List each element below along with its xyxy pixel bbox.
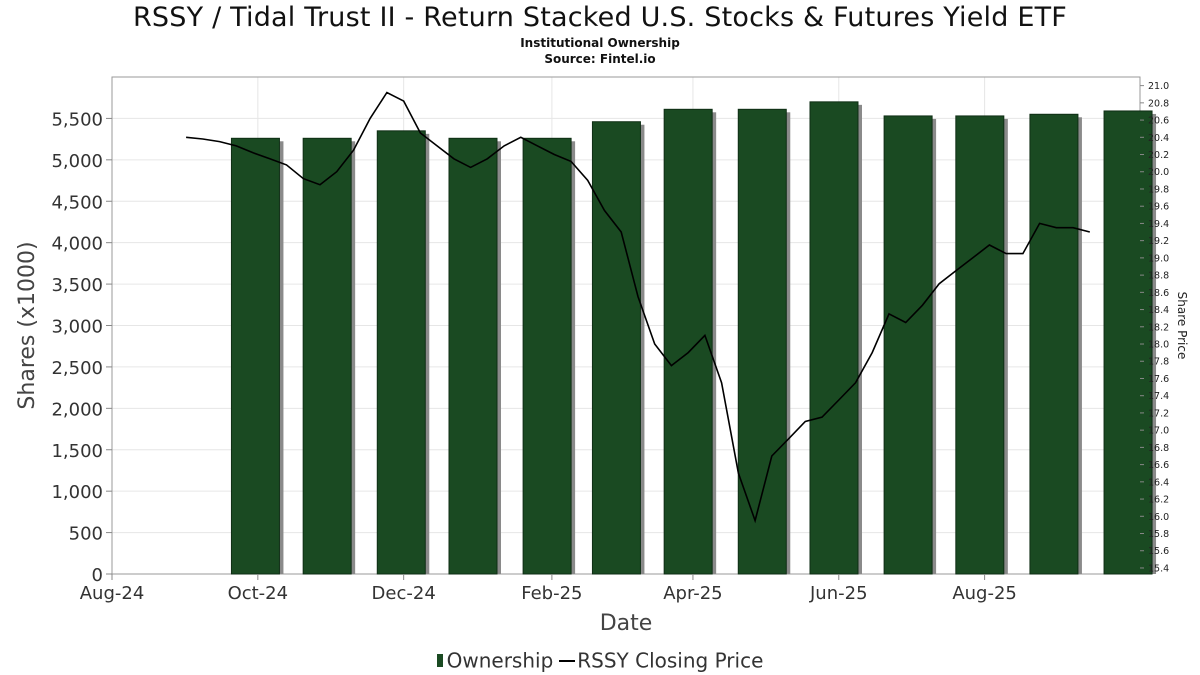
y2-tick-label: 16.4	[1148, 477, 1169, 488]
y2-tick-label: 19.6	[1148, 202, 1169, 213]
y2-tick-label: 16.6	[1148, 460, 1169, 471]
bar-ownership	[230, 137, 280, 575]
x-tick-label: Aug-25	[952, 583, 1017, 604]
y-tick-label: 3,500	[51, 275, 103, 296]
y2-tick-label: 20.6	[1148, 116, 1169, 127]
y2-tick-label: 21.0	[1148, 81, 1169, 92]
y2-tick-label: 16.0	[1148, 512, 1169, 523]
legend-label-ownership: Ownership	[446, 648, 554, 673]
y-axis-label: Shares (x1000)	[15, 241, 40, 409]
legend-swatch-ownership	[436, 654, 443, 667]
y2-tick-label: 18.8	[1148, 271, 1169, 282]
y2-tick-label: 15.8	[1148, 529, 1169, 540]
y2-tick-label: 20.4	[1148, 133, 1169, 144]
x-tick-label: Dec-24	[372, 583, 436, 604]
y2-tick-label: 20.8	[1148, 98, 1169, 109]
y2-tick-label: 16.2	[1148, 495, 1169, 506]
y2-tick-label: 20.2	[1148, 150, 1169, 161]
y-tick-label: 4,000	[51, 234, 103, 255]
bar-ownership	[448, 137, 498, 575]
y2-tick-label: 17.0	[1148, 426, 1169, 437]
bar-ownership	[591, 121, 641, 575]
y-tick-label: 0	[92, 565, 103, 586]
x-tick-label: Oct-24	[228, 583, 289, 604]
y2-tick-label: 15.4	[1148, 563, 1169, 574]
y2-tick-label: 18.0	[1148, 340, 1169, 351]
bar-ownership	[376, 130, 426, 575]
bar-ownership	[955, 115, 1005, 575]
y2-tick-label: 19.2	[1148, 236, 1169, 247]
bar-ownership	[809, 101, 859, 575]
x-tick-label: Aug-24	[80, 583, 145, 604]
y-tick-label: 1,500	[51, 441, 103, 462]
y-tick-label: 5,500	[51, 109, 103, 130]
x-tick-label: Apr-25	[663, 583, 722, 604]
legend: Ownership RSSY Closing Price	[0, 647, 1200, 673]
y2-tick-label: 17.8	[1148, 357, 1169, 368]
bar-ownership	[663, 108, 713, 575]
chart-source: Source: Fintel.io	[544, 52, 656, 66]
chart-subtitle: Institutional Ownership	[520, 36, 680, 50]
y2-axis-label: Share Price	[1175, 292, 1189, 360]
bar-ownership	[522, 137, 572, 575]
ownership-bars	[230, 101, 1157, 575]
x-axis-label: Date	[600, 611, 653, 636]
y-tick-label: 2,000	[51, 399, 103, 420]
y2-tick-label: 18.2	[1148, 322, 1169, 333]
price-line	[186, 91, 1090, 524]
y2-tick-label: 18.6	[1148, 288, 1169, 299]
legend-swatch-price	[559, 659, 576, 662]
y2-tick-label: 19.8	[1148, 184, 1169, 195]
bar-ownership	[883, 115, 933, 575]
x-tick-label: Feb-25	[521, 583, 582, 604]
y-tick-label: 5,000	[51, 151, 103, 172]
y-tick-label: 500	[69, 524, 103, 545]
y2-tick-label: 17.6	[1148, 374, 1169, 385]
x-axis: Aug-24 Oct-24 Dec-24 Feb-25 Apr-25 Jun-25 Aug-…	[80, 574, 1017, 604]
y-axis-right: 15.4 15.6 15.8 16.0 16.2 16.4 16.6 16.8 17.0 17.2…	[1140, 81, 1169, 574]
y2-tick-label: 15.6	[1148, 546, 1169, 557]
bar-ownership	[1029, 113, 1079, 575]
price-series-line	[186, 91, 1090, 524]
y2-tick-label: 16.8	[1148, 443, 1169, 454]
bar-ownership	[302, 137, 352, 575]
y2-tick-label: 19.4	[1148, 219, 1169, 230]
y-tick-label: 3,000	[51, 317, 103, 338]
legend-label-price: RSSY Closing Price	[577, 648, 764, 673]
bar-ownership	[1103, 110, 1153, 575]
y2-tick-label: 17.4	[1148, 391, 1169, 402]
y2-tick-label: 19.0	[1148, 253, 1169, 264]
y-axis-left: 0 500 1,000 1,500 2,000 2,500 3,000 3,500 4,000 4…	[51, 109, 112, 586]
y2-tick-label: 18.4	[1148, 305, 1169, 316]
bar-ownership	[737, 108, 787, 575]
y-tick-label: 2,500	[51, 358, 103, 379]
y-tick-label: 4,500	[51, 192, 103, 213]
y2-tick-label: 20.0	[1148, 167, 1169, 178]
y-tick-label: 1,000	[51, 482, 103, 503]
x-tick-label: Jun-25	[809, 583, 868, 604]
y2-tick-label: 17.2	[1148, 408, 1169, 419]
chart-title: RSSY / Tidal Trust II - Return Stacked U…	[132, 2, 1068, 33]
